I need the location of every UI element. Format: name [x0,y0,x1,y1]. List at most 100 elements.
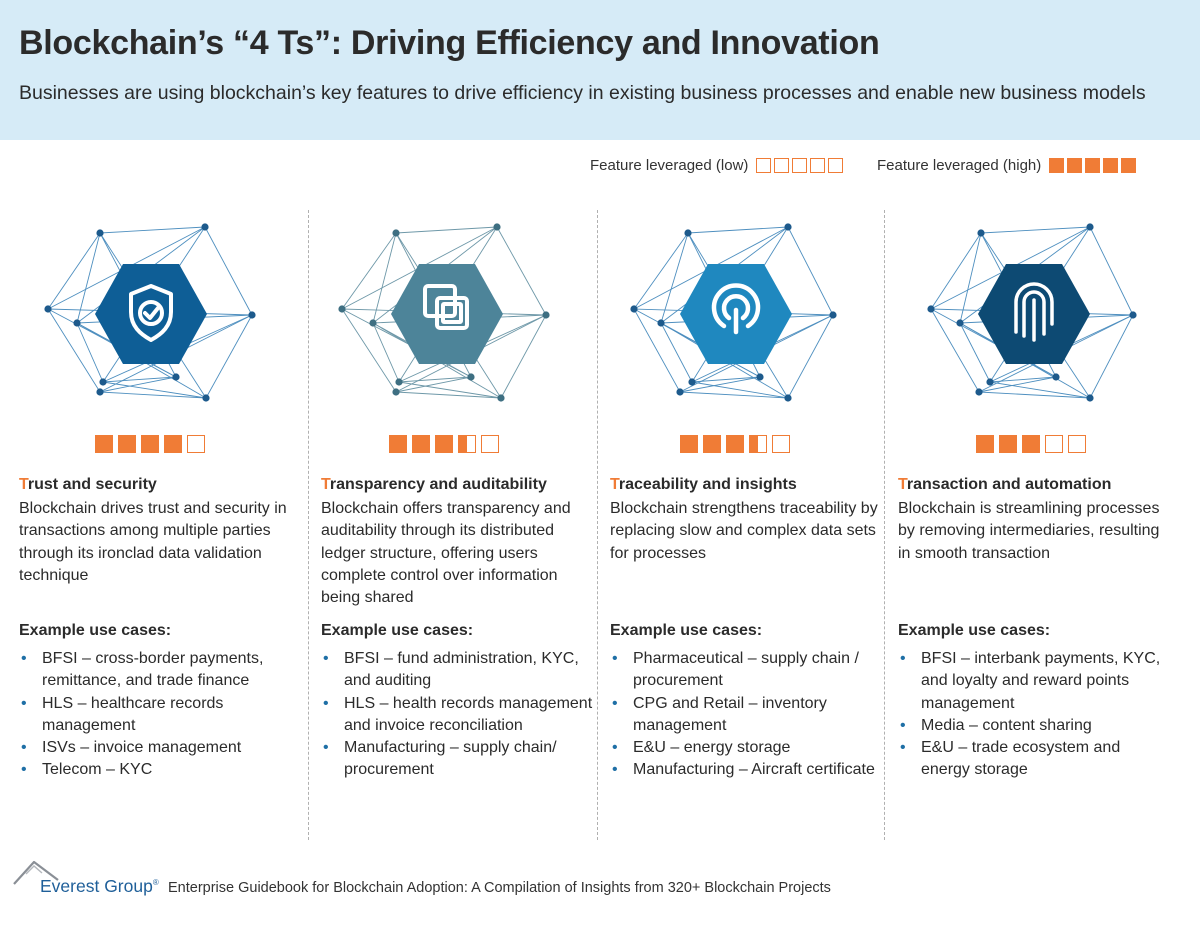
column-divider [884,210,885,840]
network-node [369,319,377,327]
feature-description: Blockchain offers transparency and audit… [321,500,571,607]
list-item: BFSI – cross-border payments, remittance… [19,648,294,693]
feature-heading: Trust and security [19,476,157,493]
network-node [202,394,210,402]
feature-heading: Transaction and automation [898,476,1112,493]
rating-box [1022,435,1040,453]
feature-description: Blockchain drives trust and security in … [19,500,287,584]
rating-box [187,435,205,453]
feature-heading: Traceability and insights [610,476,797,493]
legend-high: Feature leveraged (high) [877,157,1137,174]
list-item: Telecom – KYC [19,759,294,782]
use-case-list: BFSI – interbank payments, KYC, and loya… [898,648,1173,782]
rating-box [772,435,790,453]
network-edge [978,391,1091,399]
list-item: Pharmaceutical – supply chain / procurem… [610,648,885,693]
network-edge [633,308,681,393]
network-edge [395,376,472,393]
rating-box [1045,435,1063,453]
network-edge [398,376,472,383]
network-edge [76,232,101,324]
network-edge [679,391,789,399]
list-item: CPG and Retail – inventory management [610,693,885,738]
legend-high-boxes [1049,158,1137,173]
list-item: BFSI – interbank payments, KYC, and loya… [898,648,1173,715]
network-node [977,229,985,237]
list-item: Media – content sharing [898,715,1173,738]
legend-box [774,158,790,173]
example-use-cases-title: Example use cases: [19,622,172,639]
rating-box [141,435,159,453]
network-edge [500,314,547,399]
feature-column-transparency: Transparency and auditability Blockchain… [321,210,596,830]
page-subtitle: Businesses are using blockchain’s key fe… [19,82,1146,104]
feature-rating [95,435,205,453]
network-edge [372,322,400,383]
legend-box [1121,158,1137,173]
legend-box [1067,158,1083,173]
network-edge [99,226,206,234]
list-item: ISVs – invoice management [19,737,294,760]
network-edge [102,381,207,399]
network-node [829,311,837,319]
network-edge [47,232,101,310]
network-node [96,388,104,396]
network-edge [691,381,789,399]
overlapping-squares-icon [423,284,469,330]
network-edge [395,391,502,399]
feature-column-trust: Trust and security Blockchain drives tru… [19,210,294,830]
network-node [1129,311,1137,319]
network-edge [1089,226,1134,316]
example-use-cases-title: Example use cases: [610,622,763,639]
feature-rating [389,435,499,453]
rating-box [1068,435,1086,453]
feature-rating [976,435,1086,453]
network-edge [679,376,761,393]
network-node [392,388,400,396]
rating-box [680,435,698,453]
rating-box [435,435,453,453]
legend-low-label: Feature leveraged (low) [590,157,749,174]
network-node [986,378,994,386]
legend-box [792,158,808,173]
network-edge [99,376,177,393]
network-node [784,394,792,402]
legend-box [810,158,826,173]
network-edge [660,232,689,324]
network-edge [76,322,104,383]
rating-box [118,435,136,453]
rating-box [999,435,1017,453]
network-edge [341,232,397,310]
network-node [657,319,665,327]
list-item: HLS – health records management and invo… [321,693,596,738]
network-edge [395,226,498,234]
network-node [248,311,256,319]
use-case-list: Pharmaceutical – supply chain / procurem… [610,648,885,782]
network-node [392,229,400,237]
use-case-list: BFSI – cross-border payments, remittance… [19,648,294,782]
rating-box [95,435,113,453]
use-case-list: BFSI – fund administration, KYC, and aud… [321,648,596,782]
page-title: Blockchain’s “4 Ts”: Driving Efficiency … [19,24,880,62]
network-edge [980,226,1091,234]
legend-low: Feature leveraged (low) [590,157,844,174]
column-divider [597,210,598,840]
network-node [784,223,792,231]
network-edge [204,226,253,316]
network-edge [687,226,789,234]
network-edge [787,226,834,316]
example-use-cases-title: Example use cases: [321,622,474,639]
feature-column-transaction: Transaction and automation Blockchain is… [898,210,1173,830]
example-use-cases-title: Example use cases: [898,622,1051,639]
network-node [956,319,964,327]
rating-box [703,435,721,453]
list-item: E&U – energy storage [610,737,885,760]
network-node [73,319,81,327]
network-node [96,229,104,237]
network-edge [660,322,693,383]
legend-box [756,158,772,173]
list-item: Manufacturing – Aircraft certificate [610,759,885,782]
legend-box [1049,158,1065,173]
network-node [493,223,501,231]
rating-box [976,435,994,453]
